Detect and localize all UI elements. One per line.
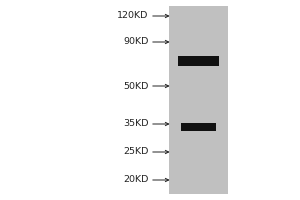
Bar (178, 56, 219, 66)
Text: 50KD: 50KD (123, 82, 148, 90)
Text: 90KD: 90KD (123, 38, 148, 46)
Bar (169, 6, 228, 194)
Text: 35KD: 35KD (123, 119, 148, 129)
Bar (181, 123, 216, 131)
Text: 20KD: 20KD (123, 176, 148, 184)
Text: 25KD: 25KD (123, 148, 148, 156)
Text: 120KD: 120KD (117, 11, 148, 21)
